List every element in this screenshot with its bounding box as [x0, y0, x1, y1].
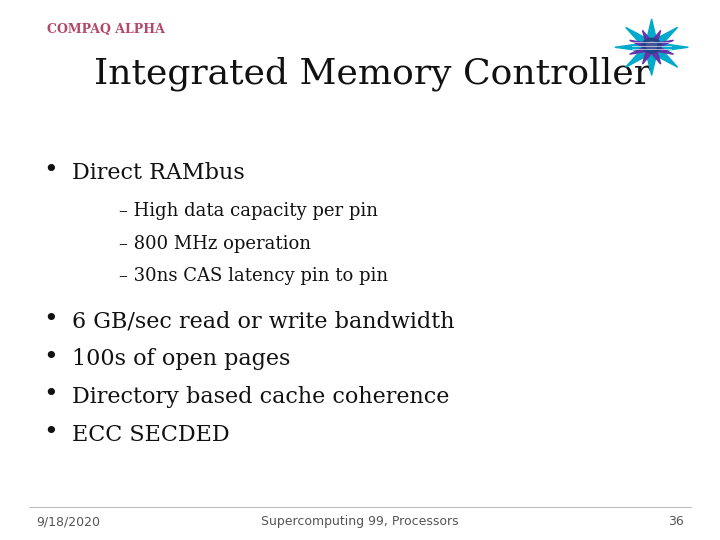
Text: 36: 36	[668, 515, 684, 528]
Text: 9/18/2020: 9/18/2020	[36, 515, 100, 528]
Text: Direct RAMbus: Direct RAMbus	[72, 162, 245, 184]
Text: •: •	[43, 346, 58, 369]
Text: ECC SECDED: ECC SECDED	[72, 424, 230, 446]
Circle shape	[642, 38, 661, 53]
Circle shape	[647, 42, 657, 50]
Text: – 800 MHz operation: – 800 MHz operation	[119, 235, 311, 253]
Text: – High data capacity per pin: – High data capacity per pin	[119, 202, 378, 220]
Text: •: •	[43, 308, 58, 331]
Text: – 30ns CAS latency pin to pin: – 30ns CAS latency pin to pin	[119, 267, 388, 285]
Text: 100s of open pages: 100s of open pages	[72, 348, 290, 370]
Text: •: •	[43, 421, 58, 444]
Text: SC 99: SC 99	[642, 76, 662, 80]
Text: •: •	[43, 159, 58, 183]
Text: 6 GB/sec read or write bandwidth: 6 GB/sec read or write bandwidth	[72, 310, 454, 333]
Text: Directory based cache coherence: Directory based cache coherence	[72, 386, 449, 408]
Text: COMPAQ ALPHA: COMPAQ ALPHA	[47, 23, 165, 36]
Text: •: •	[43, 383, 58, 407]
Text: Integrated Memory Controller: Integrated Memory Controller	[94, 57, 651, 91]
Polygon shape	[630, 30, 673, 64]
Text: Supercomputing 99, Processors: Supercomputing 99, Processors	[261, 515, 459, 528]
Polygon shape	[615, 19, 688, 76]
